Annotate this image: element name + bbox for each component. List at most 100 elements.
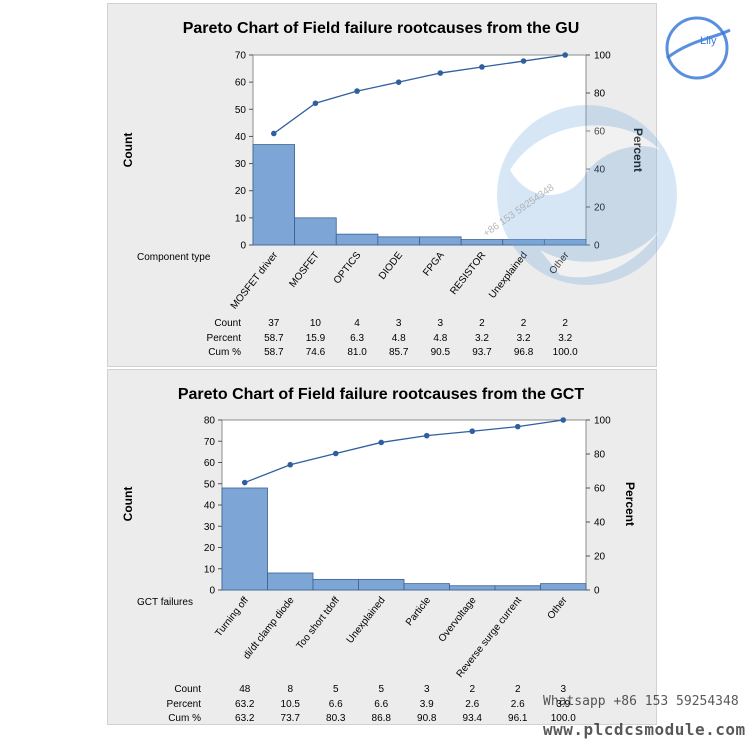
cumulative-percent-point: [562, 52, 568, 58]
bar: [294, 217, 337, 246]
cumulative-percent-point: [241, 479, 248, 486]
table-cell: 100.0: [553, 347, 578, 358]
chart-title: Pareto Chart of Field failure rootcauses…: [183, 20, 580, 37]
table-cell: 100.0: [551, 713, 576, 724]
bar: [221, 487, 268, 591]
category-tick-label: di/dt clamp diode: [241, 595, 296, 662]
table-label-cum-percent: Cum %: [208, 347, 241, 358]
cumulative-percent-point: [271, 130, 277, 137]
bar: [543, 239, 587, 246]
right-axis-tick-label: 60: [594, 127, 606, 138]
table-label-percent: Percent: [167, 699, 202, 710]
left-axis-tick-label: 30: [235, 159, 247, 170]
bar: [358, 578, 405, 591]
cumulative-percent-point: [378, 439, 385, 446]
table-label-count: Count: [174, 684, 201, 695]
cumulative-percent-point: [514, 423, 521, 430]
table-cell: 6.6: [374, 699, 388, 710]
table-cell: 10.5: [281, 699, 301, 710]
table-cell: 96.8: [514, 347, 534, 358]
bar: [403, 583, 450, 591]
table-cell: 48: [239, 684, 251, 695]
table-cell: 3: [396, 318, 402, 329]
right-axis-tick-label: 80: [594, 89, 606, 100]
table-cell: 85.7: [389, 347, 409, 358]
table-cell: 3.2: [558, 333, 572, 344]
table-cell: 58.7: [264, 333, 284, 344]
cumulative-percent-line: [273, 54, 566, 134]
table-cell: 93.7: [472, 347, 492, 358]
table-cell: 73.7: [281, 713, 301, 724]
table-cell: 2: [515, 684, 521, 695]
watermark-whatsapp: Whatsapp +86 153 59254348: [543, 694, 739, 709]
left-axis-tick-label: 30: [204, 522, 216, 533]
table-cell: 3: [438, 318, 444, 329]
cumulative-percent-point: [312, 100, 319, 107]
cumulative-percent-point: [479, 64, 485, 70]
right-axis-tick-label: 0: [594, 586, 600, 597]
left-axis-tick-label: 70: [204, 437, 216, 448]
left-axis-tick-label: 10: [235, 213, 247, 224]
category-tick-label: Overvoltage: [437, 595, 479, 645]
plot-area: [252, 54, 587, 246]
right-axis-tick-label: 100: [594, 51, 611, 62]
category-axis-label: Component type: [137, 252, 211, 263]
table-cell: 90.8: [417, 713, 437, 724]
category-tick-label: Too short tdoff: [295, 595, 343, 652]
category-axis-label: GCT failures: [137, 597, 193, 608]
table-cell: 58.7: [264, 347, 284, 358]
table-cell: 37: [268, 318, 280, 329]
cumulative-percent-line: [244, 419, 564, 484]
left-axis-tick-label: 60: [235, 78, 247, 89]
category-tick-label: Other: [546, 595, 570, 622]
table-cell: 2: [469, 684, 475, 695]
chart-title: Pareto Chart of Field failure rootcauses…: [178, 386, 585, 403]
table-cell: 4.8: [392, 333, 406, 344]
right-axis-tick-label: 20: [594, 203, 606, 214]
table-cell: 81.0: [347, 347, 367, 358]
table-label-percent: Percent: [207, 333, 242, 344]
left-axis-tick-label: 20: [204, 543, 216, 554]
left-axis-tick-label: 80: [204, 416, 216, 427]
left-axis-tick-label: 20: [235, 186, 247, 197]
table-cell: 5: [333, 684, 339, 695]
table-cell: 15.9: [306, 333, 326, 344]
table-cell: 3: [424, 684, 430, 695]
cumulative-percent-point: [332, 450, 339, 457]
table-cell: 96.1: [508, 713, 528, 724]
cumulative-percent-point: [395, 79, 402, 85]
bar: [252, 144, 296, 246]
table-cell: 3.9: [556, 699, 570, 710]
cumulative-percent-point: [354, 88, 360, 94]
table-cell: 2: [479, 318, 485, 329]
table-cell: 8: [287, 684, 293, 695]
cumulative-percent-point: [423, 432, 430, 439]
table-cell: 2: [562, 318, 568, 329]
cumulative-percent-point: [560, 417, 567, 423]
cumulative-percent-point: [469, 428, 476, 435]
table-cell: 2: [521, 318, 527, 329]
right-axis-tick-label: 20: [594, 552, 606, 563]
right-axis-label: Percent: [623, 482, 637, 526]
left-axis-tick-label: 50: [204, 479, 216, 490]
table-cell: 4: [354, 318, 360, 329]
bar: [449, 585, 496, 591]
bar: [267, 572, 314, 591]
left-axis-label: Count: [121, 133, 135, 168]
right-axis-tick-label: 40: [594, 518, 606, 529]
right-axis-tick-label: 0: [594, 241, 600, 252]
table-cell: 3.2: [517, 333, 531, 344]
table-cell: 3.9: [420, 699, 434, 710]
right-axis-tick-label: 40: [594, 165, 606, 176]
left-axis-tick-label: 10: [204, 564, 216, 575]
category-tick-label: Unexplained: [345, 595, 388, 646]
left-axis-tick-label: 50: [235, 105, 247, 116]
category-tick-label: Turning off: [213, 595, 251, 639]
left-axis-tick-label: 0: [209, 586, 215, 597]
category-tick-label: Particle: [404, 595, 433, 628]
cumulative-percent-point: [287, 461, 294, 468]
table-cell: 10: [310, 318, 322, 329]
table-label-cum-percent: Cum %: [168, 713, 201, 724]
